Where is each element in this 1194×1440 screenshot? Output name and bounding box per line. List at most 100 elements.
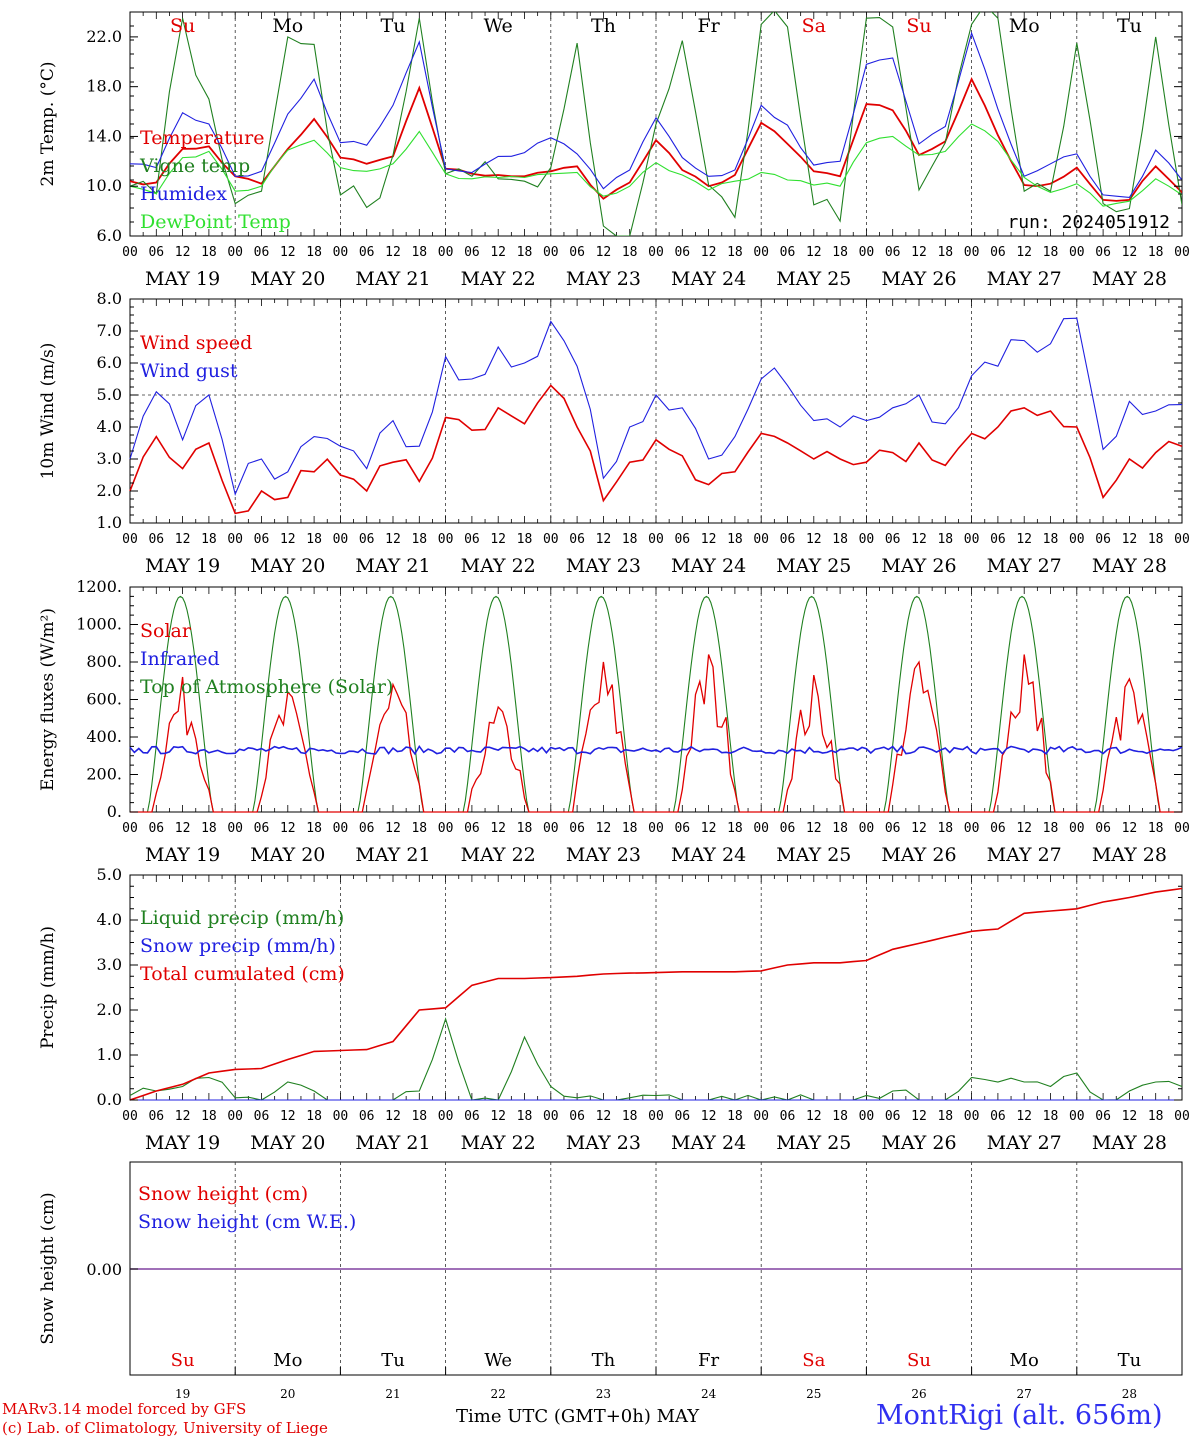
date-label: MAY 23 [566,268,641,290]
hour-label: 18 [727,245,743,260]
date-label: MAY 21 [355,844,430,866]
date-label: MAY 24 [671,268,746,290]
date-label: MAY 25 [776,844,851,866]
hour-label: 18 [1148,1109,1164,1124]
hour-label: 18 [832,532,848,547]
day-name: We [484,15,513,37]
series-wind-speed [129,384,1183,515]
hour-label: 00 [227,532,243,547]
panel-1: 6.0 10.0 14.0 18.0 22.0 2m Temp. (°C) 00 06 12 18… [38,11,1190,290]
hour-label: 06 [359,821,375,836]
hour-label: 06 [359,245,375,260]
date-label: MAY 22 [461,1132,536,1154]
hour-label: 00 [648,1109,664,1124]
hour-label: 18 [622,821,638,836]
hour-label: 06 [148,1109,164,1124]
copyright-line: (c) Lab. of Climatology, University of L… [2,1419,328,1437]
date-label: MAY 26 [881,1132,956,1154]
hour-label: 06 [885,821,901,836]
hour-label: 18 [1148,245,1164,260]
date-label: MAY 21 [355,555,430,577]
day-name: Fr [697,15,720,37]
hour-label: 12 [1016,1109,1032,1124]
hour-label: 18 [937,532,953,547]
hour-label: 06 [1095,1109,1111,1124]
station-title: MontRigi (alt. 656m) [876,1400,1163,1431]
date-label: MAY 23 [566,844,641,866]
y-tick-label: 6.0 [97,353,122,372]
hour-label: 00 [753,821,769,836]
hour-label: 06 [780,532,796,547]
date-label: MAY 28 [1092,268,1167,290]
hour-label: 06 [885,532,901,547]
y-tick-label: 1.0 [97,1045,122,1064]
hour-label: 12 [806,1109,822,1124]
hour-label: 00 [333,245,349,260]
hour-label: 12 [490,821,506,836]
hour-label: 06 [254,532,270,547]
time-axis-title: Time UTC (GMT+0h) MAY [456,1406,700,1427]
hour-label: 00 [122,532,138,547]
hour-label: 18 [201,245,217,260]
day-name: Th [591,15,616,37]
y-tick-label: 1000. [76,615,122,634]
hour-label: 12 [490,532,506,547]
hour-label: 06 [464,1109,480,1124]
bottom-day-number: 27 [1017,1387,1032,1401]
hour-label: 00 [122,821,138,836]
date-label: MAY 24 [671,844,746,866]
date-label: MAY 25 [776,268,851,290]
hour-label: 00 [227,821,243,836]
hour-label: 00 [438,1109,454,1124]
legend-top-of-atmosphere-solar-: Top of Atmosphere (Solar) [140,676,393,698]
hour-label: 18 [1148,821,1164,836]
hour-label: 06 [1095,821,1111,836]
y-tick-label: 400. [86,727,122,746]
day-name: Su [170,15,195,37]
hour-label: 00 [859,821,875,836]
hour-label: 06 [885,1109,901,1124]
bottom-day-number: 24 [701,1387,717,1401]
hour-label: 06 [569,532,585,547]
legend-wind-speed: Wind speed [140,332,252,354]
hour-label: 18 [937,821,953,836]
y-tick-label: 22.0 [86,27,122,46]
hour-label: 18 [411,1109,427,1124]
hour-label: 18 [622,1109,638,1124]
day-name: Tu [381,15,406,37]
hour-label: 18 [306,821,322,836]
hour-label: 18 [622,532,638,547]
hour-label: 18 [937,1109,953,1124]
hour-label: 12 [175,821,191,836]
legend-humidex: Humidex [140,183,227,205]
hour-label: 12 [175,532,191,547]
hour-label: 12 [1122,245,1138,260]
hour-label: 00 [964,532,980,547]
date-label: MAY 19 [145,268,220,290]
y-tick-label: 3.0 [97,449,122,468]
hour-label: 12 [596,532,612,547]
bottom-day-name: Su [171,1350,195,1371]
hour-label: 00 [227,245,243,260]
hour-label: 06 [148,821,164,836]
hour-label: 12 [175,245,191,260]
hour-label: 00 [122,1109,138,1124]
bottom-day-number: 22 [491,1387,506,1401]
hour-label: 18 [1043,821,1059,836]
hour-label: 06 [359,532,375,547]
hour-label: 12 [806,821,822,836]
y-axis-label: Energy fluxes (W/m²) [38,608,58,791]
series-infrared [129,744,1183,756]
y-tick-label: 5.0 [97,865,122,884]
hour-label: 00 [964,821,980,836]
y-tick-label: 0. [107,802,122,821]
hour-label: 12 [1122,532,1138,547]
hour-label: 12 [175,1109,191,1124]
day-name: Su [906,15,931,37]
bottom-day-name: Fr [698,1350,719,1371]
y-tick-label: 7.0 [97,321,122,340]
hour-label: 06 [254,821,270,836]
hour-label: 18 [517,532,533,547]
legend-temperature: Temperature [140,127,264,149]
y-tick-label: 1.0 [97,513,122,532]
